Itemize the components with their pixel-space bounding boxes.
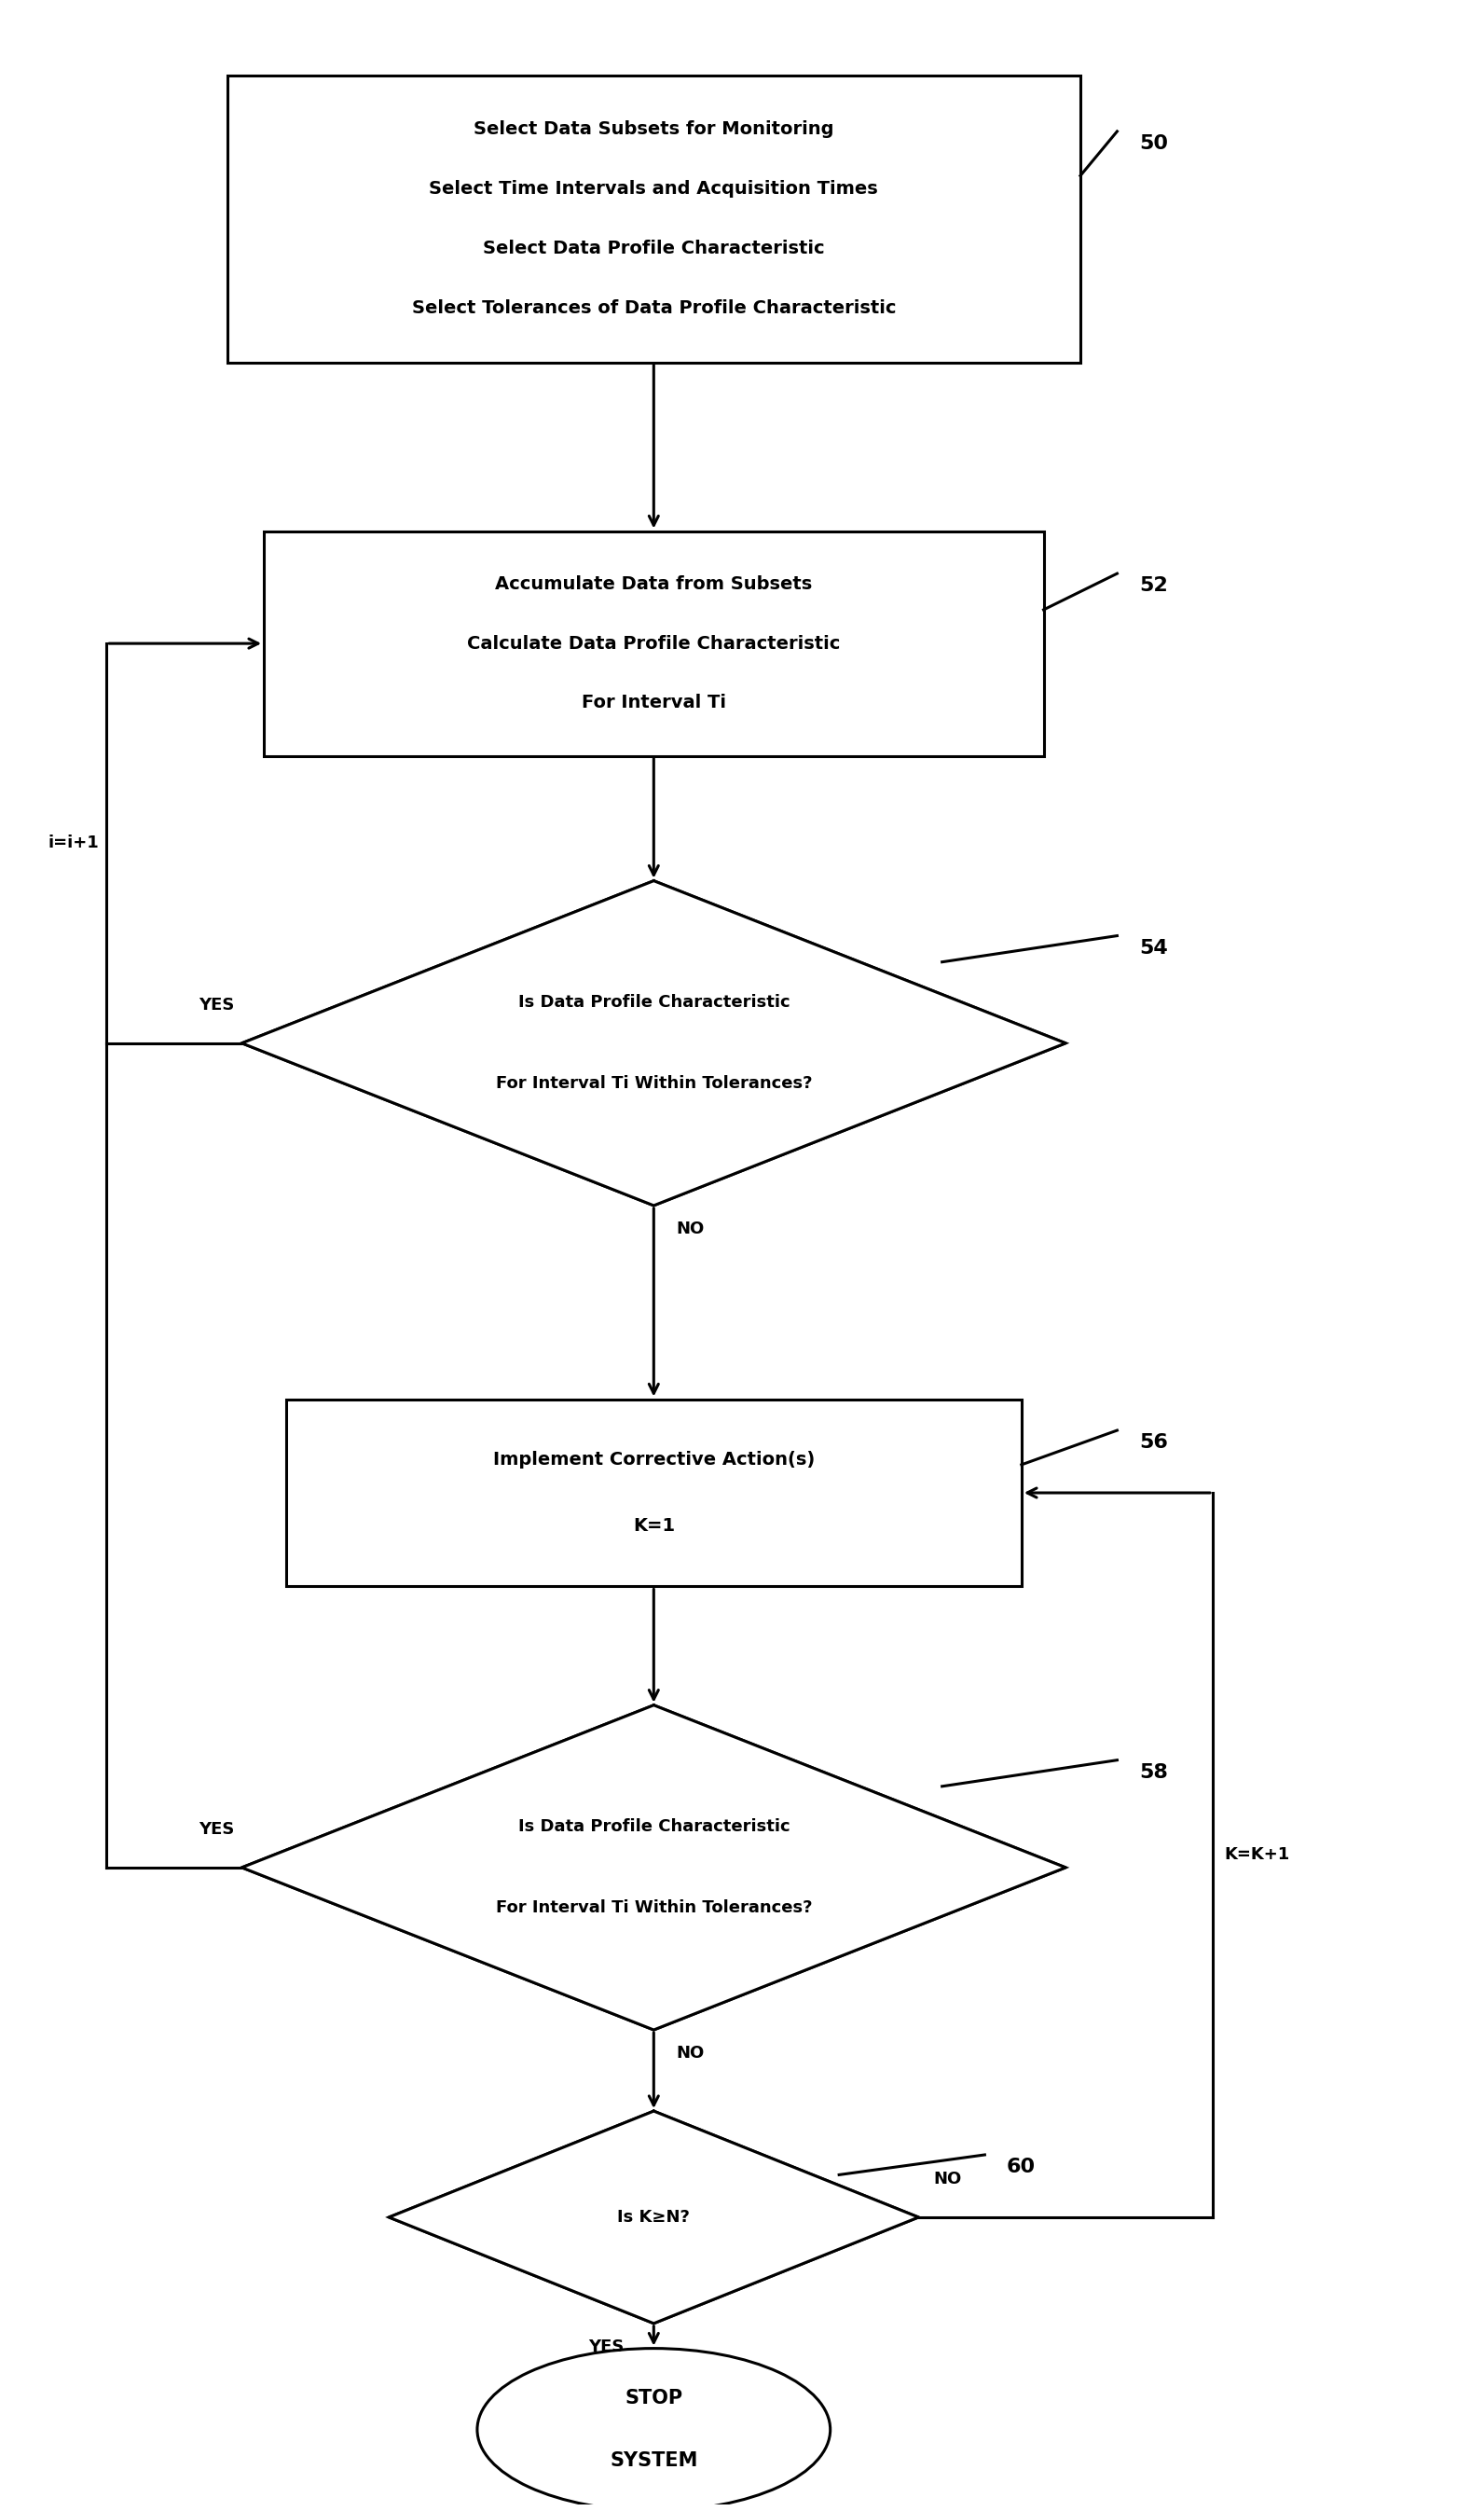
Text: Accumulate Data from Subsets: Accumulate Data from Subsets [496,575,812,593]
Text: Select Data Profile Characteristic: Select Data Profile Characteristic [482,241,825,259]
Text: K=1: K=1 [632,1517,675,1534]
Text: 60: 60 [1006,2157,1036,2177]
Text: Select Time Intervals and Acquisition Times: Select Time Intervals and Acquisition Ti… [429,181,879,198]
Text: 54: 54 [1140,939,1168,957]
FancyBboxPatch shape [264,530,1043,756]
FancyBboxPatch shape [227,75,1080,362]
Text: Is K≥N?: Is K≥N? [617,2210,690,2225]
Text: 58: 58 [1140,1763,1168,1783]
Text: For Interval Ti Within Tolerances?: For Interval Ti Within Tolerances? [496,1075,812,1092]
Polygon shape [242,881,1066,1205]
Text: Implement Corrective Action(s): Implement Corrective Action(s) [493,1451,815,1469]
Polygon shape [389,2112,919,2323]
Text: 50: 50 [1140,136,1168,153]
Text: K=K+1: K=K+1 [1224,1846,1290,1863]
Text: YES: YES [199,1820,234,1838]
Text: Is Data Profile Characteristic: Is Data Profile Characteristic [518,1818,789,1836]
Text: i=i+1: i=i+1 [47,836,99,851]
Text: YES: YES [589,2338,625,2355]
Text: For Interval Ti Within Tolerances?: For Interval Ti Within Tolerances? [496,1901,812,1916]
Text: Select Tolerances of Data Profile Characteristic: Select Tolerances of Data Profile Charac… [411,299,896,316]
Text: For Interval Ti: For Interval Ti [582,693,726,711]
Text: SYSTEM: SYSTEM [610,2451,697,2471]
Text: NO: NO [675,1220,703,1238]
Text: Is Data Profile Characteristic: Is Data Profile Characteristic [518,994,789,1012]
Text: Calculate Data Profile Characteristic: Calculate Data Profile Characteristic [467,635,840,653]
Text: YES: YES [199,997,234,1014]
Polygon shape [242,1705,1066,2029]
Ellipse shape [478,2348,830,2511]
Text: 56: 56 [1140,1434,1168,1451]
Text: NO: NO [675,2044,703,2062]
FancyBboxPatch shape [286,1399,1021,1587]
Text: NO: NO [933,2170,962,2187]
Text: STOP: STOP [625,2388,683,2408]
Text: Select Data Subsets for Monitoring: Select Data Subsets for Monitoring [473,121,834,138]
Text: 52: 52 [1140,578,1168,595]
